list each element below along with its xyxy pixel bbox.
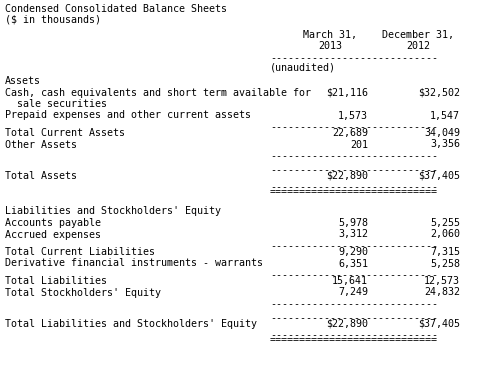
Text: ----------------------------: ---------------------------- <box>270 270 438 280</box>
Text: $22,890: $22,890 <box>326 171 368 181</box>
Text: Total Current Assets: Total Current Assets <box>5 128 125 138</box>
Text: 34,049: 34,049 <box>424 128 460 138</box>
Text: Derivative financial instruments - warrants: Derivative financial instruments - warra… <box>5 259 263 268</box>
Text: 15,641: 15,641 <box>332 276 368 286</box>
Text: ============================: ============================ <box>270 336 438 345</box>
Text: ----------------------------: ---------------------------- <box>270 313 438 323</box>
Text: ----------------------------: ---------------------------- <box>270 331 438 340</box>
Text: Assets: Assets <box>5 76 41 86</box>
Text: 3,356: 3,356 <box>430 139 460 150</box>
Text: Total Assets: Total Assets <box>5 171 77 181</box>
Text: sale securities: sale securities <box>5 99 107 109</box>
Text: 6,351: 6,351 <box>338 259 368 268</box>
Text: 24,832: 24,832 <box>424 288 460 297</box>
Text: Accrued expenses: Accrued expenses <box>5 230 101 239</box>
Text: 1,573: 1,573 <box>338 110 368 121</box>
Text: December 31,: December 31, <box>382 30 454 40</box>
Text: 3,312: 3,312 <box>338 230 368 239</box>
Text: $21,116: $21,116 <box>326 87 368 98</box>
Text: 2013: 2013 <box>318 41 342 51</box>
Text: 2012: 2012 <box>406 41 430 51</box>
Text: $22,890: $22,890 <box>326 319 368 329</box>
Text: Accounts payable: Accounts payable <box>5 218 101 228</box>
Text: $37,405: $37,405 <box>418 171 460 181</box>
Text: Cash, cash equivalents and short term available for: Cash, cash equivalents and short term av… <box>5 87 311 98</box>
Text: 5,258: 5,258 <box>430 259 460 268</box>
Text: 2,060: 2,060 <box>430 230 460 239</box>
Text: Total Liabilities: Total Liabilities <box>5 276 107 286</box>
Text: ============================: ============================ <box>270 187 438 198</box>
Text: ----------------------------: ---------------------------- <box>270 299 438 309</box>
Text: ($ in thousands): ($ in thousands) <box>5 15 101 25</box>
Text: Total Liabilities and Stockholders' Equity: Total Liabilities and Stockholders' Equi… <box>5 319 257 329</box>
Text: Condensed Consolidated Balance Sheets: Condensed Consolidated Balance Sheets <box>5 4 227 14</box>
Text: ----------------------------: ---------------------------- <box>270 165 438 175</box>
Text: Total Stockholders' Equity: Total Stockholders' Equity <box>5 288 161 297</box>
Text: $32,502: $32,502 <box>418 87 460 98</box>
Text: ----------------------------: ---------------------------- <box>270 182 438 193</box>
Text: $37,405: $37,405 <box>418 319 460 329</box>
Text: Prepaid expenses and other current assets: Prepaid expenses and other current asset… <box>5 110 251 121</box>
Text: 22,689: 22,689 <box>332 128 368 138</box>
Text: 7,315: 7,315 <box>430 247 460 257</box>
Text: Liabilities and Stockholders' Equity: Liabilities and Stockholders' Equity <box>5 207 221 216</box>
Text: 7,249: 7,249 <box>338 288 368 297</box>
Text: ----------------------------: ---------------------------- <box>270 53 438 63</box>
Text: March 31,: March 31, <box>303 30 357 40</box>
Text: 5,978: 5,978 <box>338 218 368 228</box>
Text: ----------------------------: ---------------------------- <box>270 241 438 251</box>
Text: 201: 201 <box>350 139 368 150</box>
Text: 1,547: 1,547 <box>430 110 460 121</box>
Text: ----------------------------: ---------------------------- <box>270 151 438 161</box>
Text: Other Assets: Other Assets <box>5 139 77 150</box>
Text: (unaudited): (unaudited) <box>270 63 336 73</box>
Text: 12,573: 12,573 <box>424 276 460 286</box>
Text: ----------------------------: ---------------------------- <box>270 122 438 132</box>
Text: 5,255: 5,255 <box>430 218 460 228</box>
Text: Total Current Liabilities: Total Current Liabilities <box>5 247 155 257</box>
Text: 9,290: 9,290 <box>338 247 368 257</box>
